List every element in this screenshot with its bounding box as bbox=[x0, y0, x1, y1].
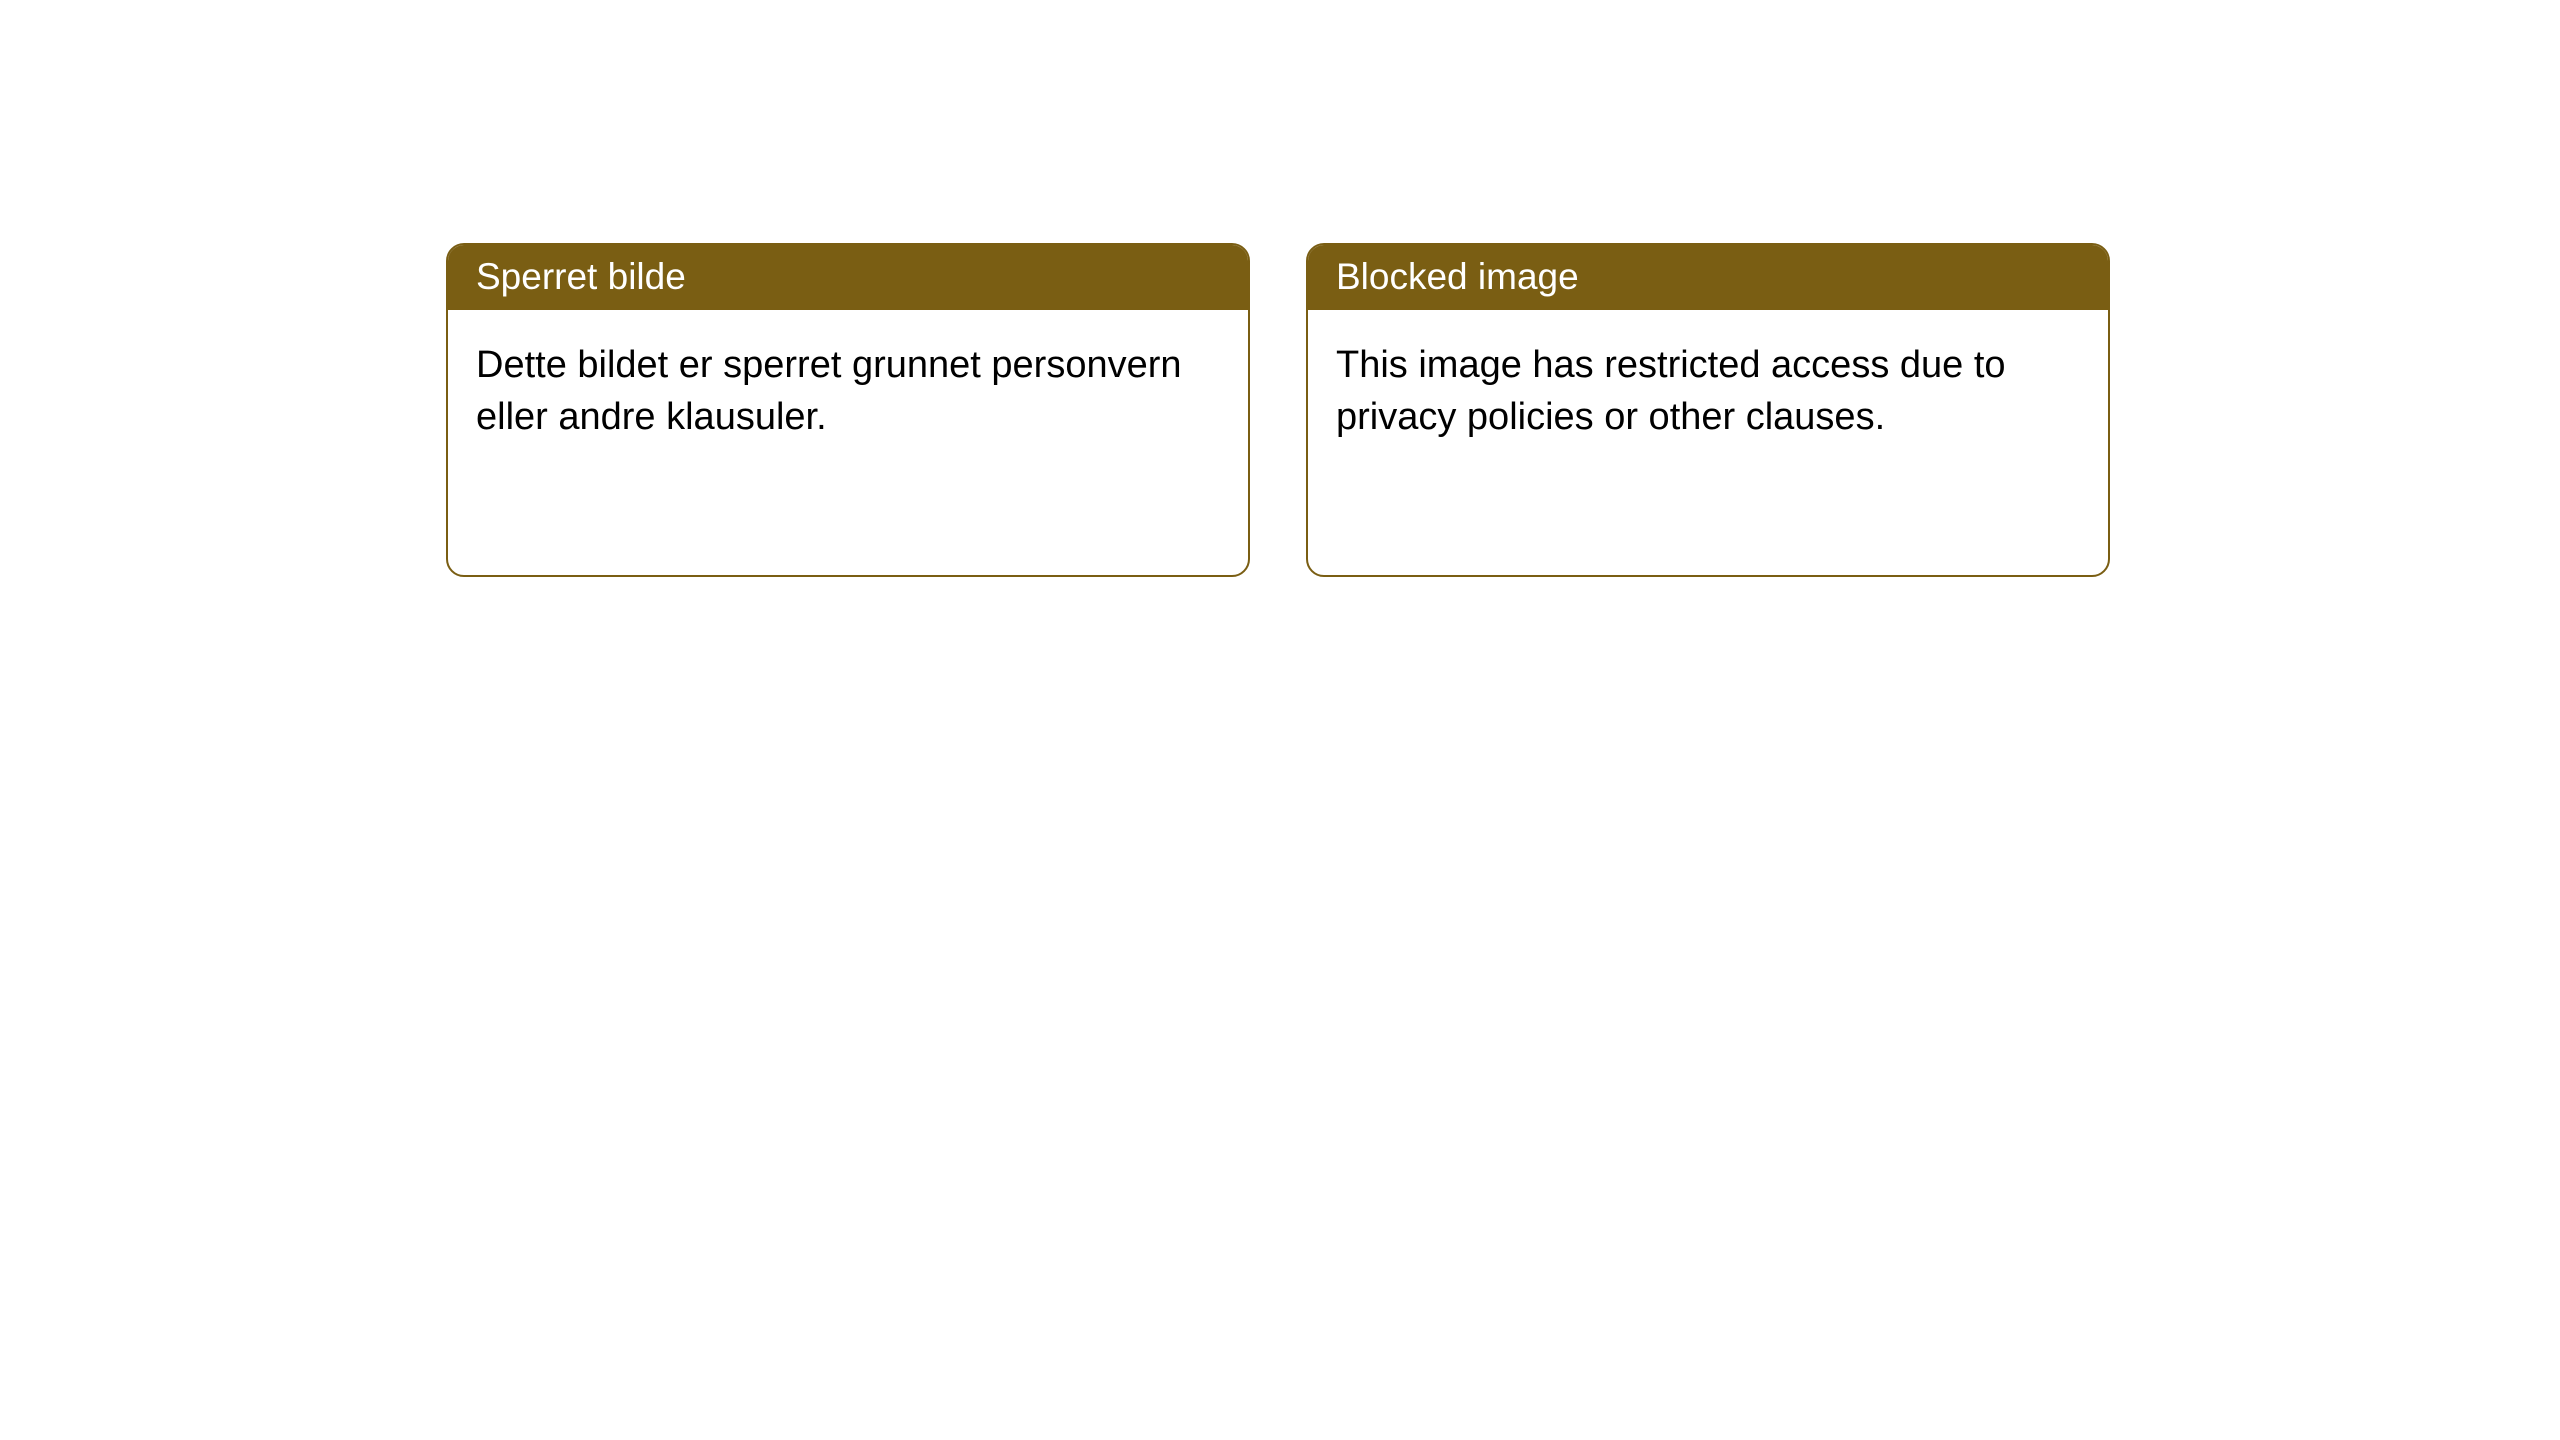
blocked-image-card-en: Blocked image This image has restricted … bbox=[1306, 243, 2110, 577]
card-body: Dette bildet er sperret grunnet personve… bbox=[448, 310, 1248, 473]
cards-container: Sperret bilde Dette bildet er sperret gr… bbox=[0, 0, 2560, 577]
card-header: Sperret bilde bbox=[448, 245, 1248, 310]
blocked-image-card-no: Sperret bilde Dette bildet er sperret gr… bbox=[446, 243, 1250, 577]
card-header: Blocked image bbox=[1308, 245, 2108, 310]
card-body: This image has restricted access due to … bbox=[1308, 310, 2108, 473]
